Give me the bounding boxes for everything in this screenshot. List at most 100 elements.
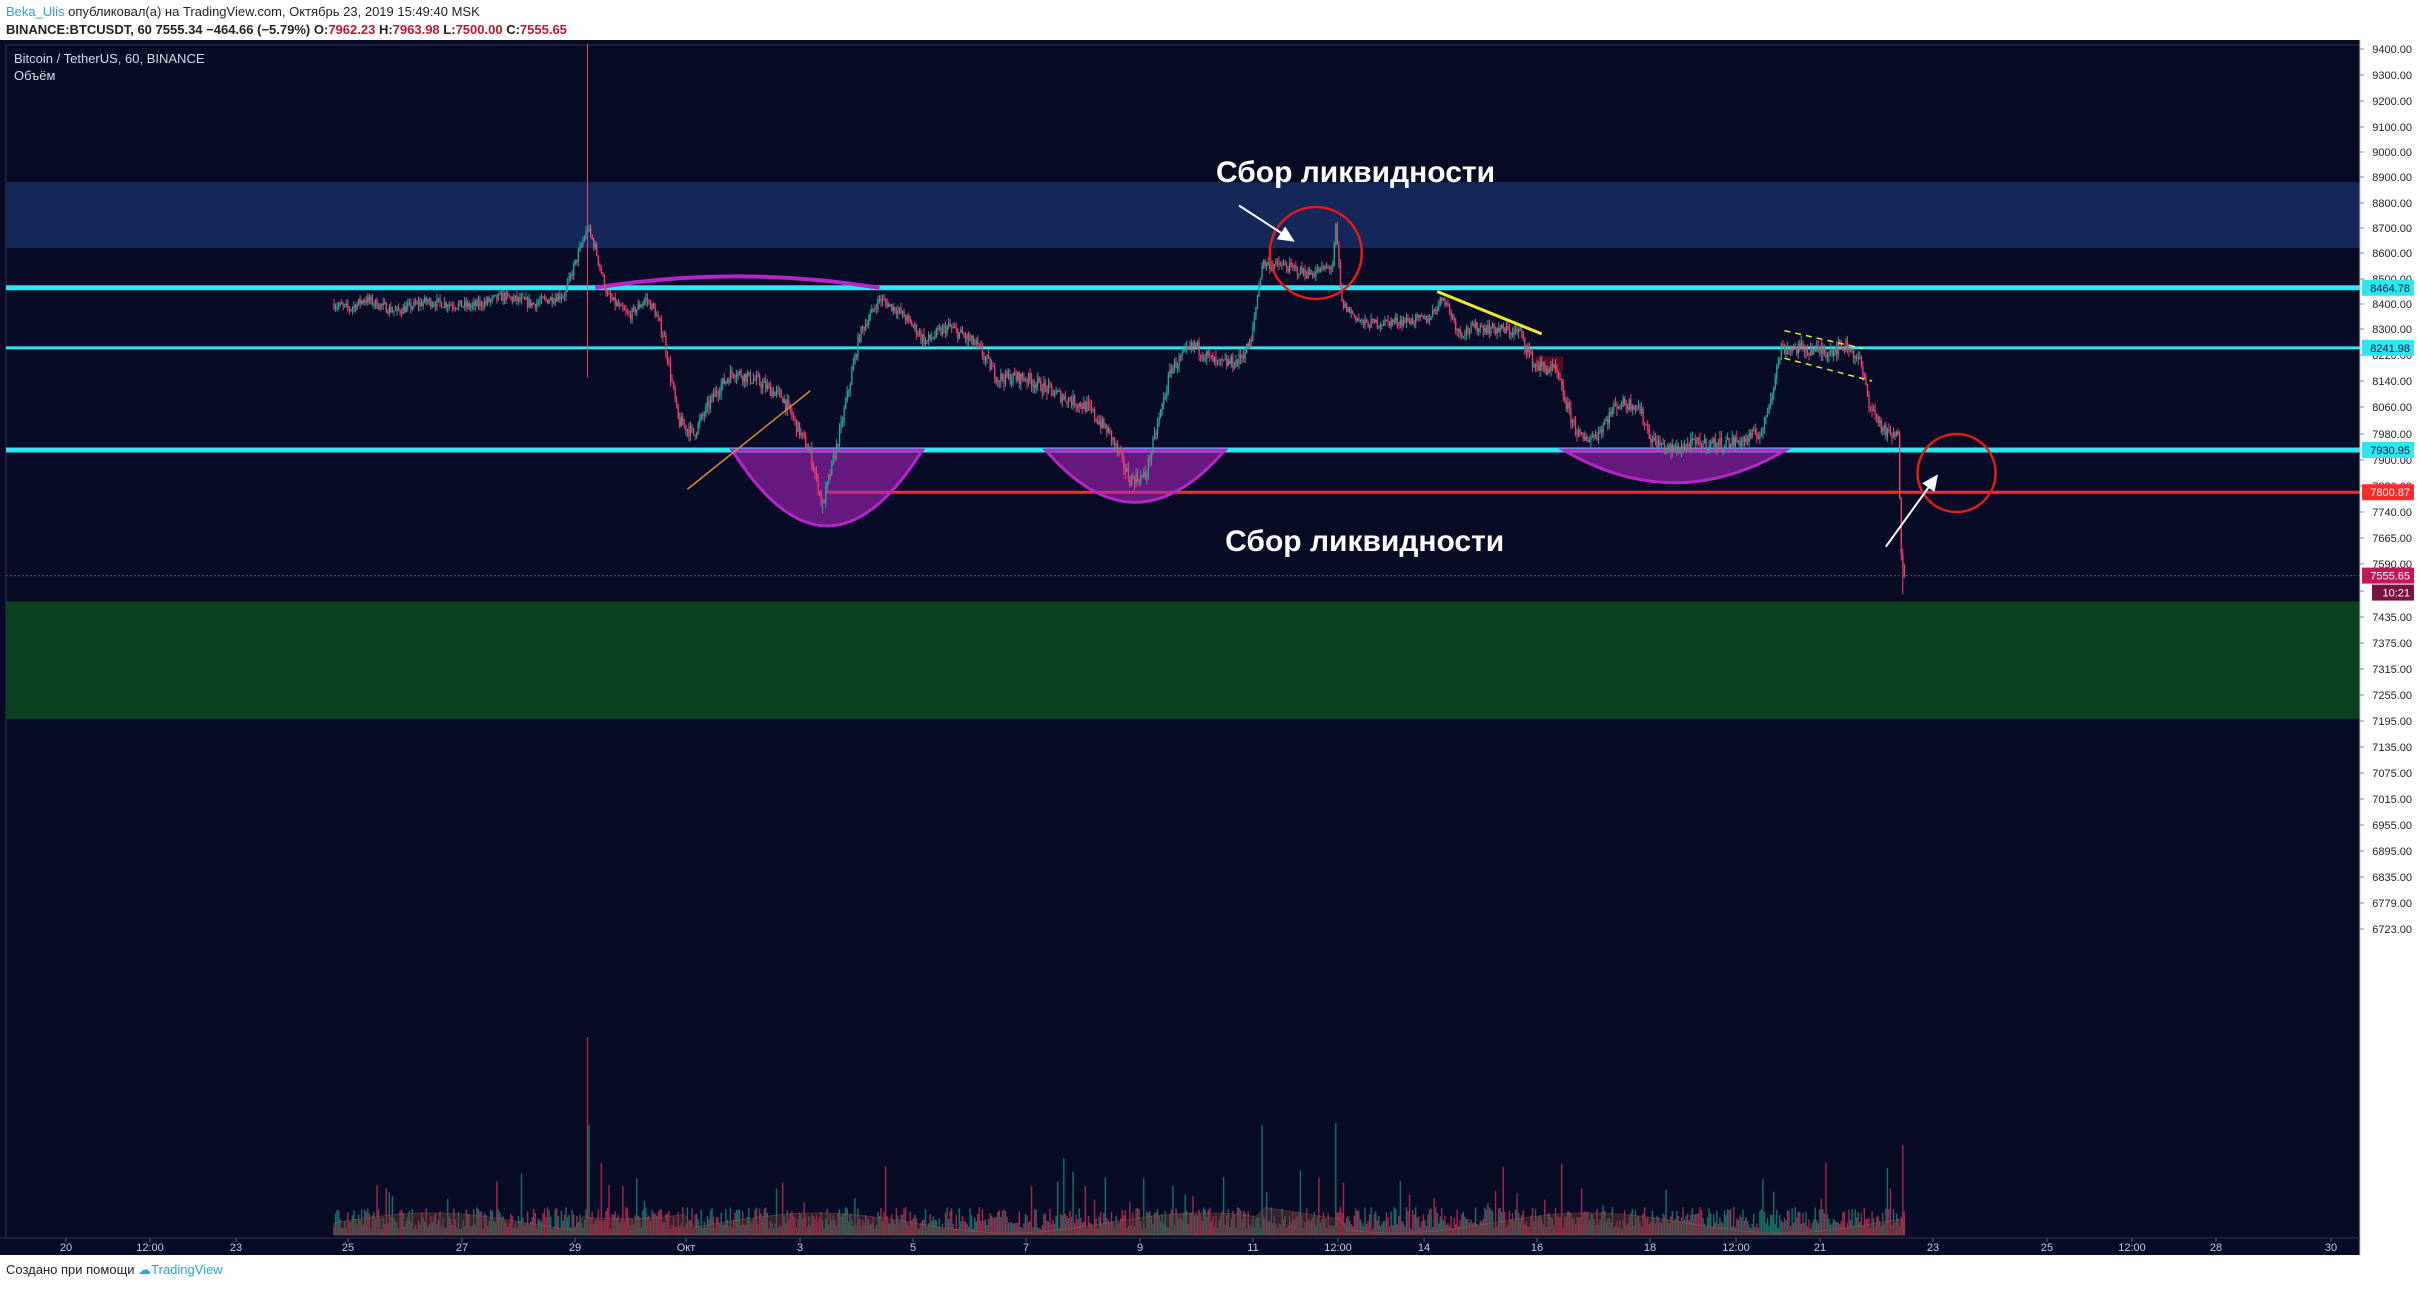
candle-body xyxy=(602,273,604,276)
volume-bar xyxy=(863,1222,865,1235)
volume-bar xyxy=(417,1219,420,1235)
volume-bar xyxy=(1299,1170,1302,1235)
candle-body xyxy=(427,301,429,303)
volume-bar xyxy=(336,1209,338,1235)
candle-body xyxy=(820,491,822,503)
candle-body xyxy=(1325,266,1328,268)
volume-bar xyxy=(1124,1210,1126,1235)
volume-bar xyxy=(566,1217,569,1235)
volume-bar xyxy=(1826,1214,1829,1235)
candle-body xyxy=(1499,328,1501,332)
candle-body xyxy=(1156,423,1159,435)
volume-bar xyxy=(855,1225,858,1235)
volume-bar xyxy=(720,1212,722,1235)
volume-bar xyxy=(751,1223,753,1235)
candle-body xyxy=(668,362,670,364)
volume-bar xyxy=(775,1188,778,1235)
volume-bar xyxy=(1519,1218,1521,1235)
candle-body xyxy=(1822,349,1824,355)
volume-bar xyxy=(1699,1207,1701,1235)
arc-bowl-2[interactable] xyxy=(1042,448,1229,504)
volume-bar xyxy=(1026,1215,1028,1235)
volume-bar xyxy=(1080,1217,1082,1235)
candle-body xyxy=(1650,438,1652,443)
volume-bar xyxy=(742,1211,744,1235)
volume-bar xyxy=(1711,1226,1713,1235)
volume-bar xyxy=(1379,1225,1382,1235)
volume-bar xyxy=(431,1222,434,1235)
candle-body xyxy=(846,391,848,402)
volume-bar xyxy=(682,1207,684,1235)
candle-body xyxy=(543,297,546,299)
volume-bar xyxy=(543,1208,546,1235)
volume-bar xyxy=(809,1225,812,1235)
volume-bar xyxy=(1210,1220,1213,1235)
volume-bar xyxy=(384,1223,386,1235)
volume-bar xyxy=(1067,1218,1070,1235)
circle-bottom[interactable] xyxy=(1916,432,1997,514)
channel-line-bottom[interactable] xyxy=(1784,357,1873,382)
volume-bar xyxy=(980,1221,982,1235)
tradingview-link[interactable]: TradingView xyxy=(151,1262,223,1277)
arc-dome[interactable] xyxy=(594,274,880,290)
volume-bar xyxy=(1404,1226,1406,1235)
volume-bar xyxy=(1835,1221,1838,1235)
candle-body xyxy=(1897,431,1899,435)
volume-bar xyxy=(471,1225,473,1235)
candle-body xyxy=(1533,365,1535,367)
volume-bar xyxy=(732,1219,735,1235)
candle-body xyxy=(831,460,833,475)
volume-bar xyxy=(1198,1209,1200,1235)
volume-bar xyxy=(1156,1209,1159,1235)
arrow-bottom[interactable] xyxy=(1885,474,1938,548)
volume-bar xyxy=(1058,1227,1060,1235)
circle-top[interactable] xyxy=(1268,205,1364,301)
candle-body xyxy=(1018,372,1020,385)
time-axis[interactable]: 20 12:00 23 25 27 29 Окт 3 5 7 9 11 12:00 14 16 18 12:00… xyxy=(0,1237,2360,1254)
volume-bar xyxy=(1462,1211,1465,1235)
trendline-orange[interactable] xyxy=(686,390,811,490)
candle-body xyxy=(717,393,719,396)
volume-bar xyxy=(1654,1224,1657,1235)
candle-body xyxy=(1673,444,1675,451)
volume-bar xyxy=(1421,1221,1423,1235)
candle-body xyxy=(505,292,507,301)
candle-body xyxy=(848,390,850,392)
time-tick-label: 28 xyxy=(2210,1242,2222,1254)
candle-body xyxy=(1152,438,1154,453)
trendline-yellow[interactable] xyxy=(1436,290,1543,336)
candle-body xyxy=(754,379,756,381)
candle-body xyxy=(1118,451,1120,453)
volume-bar xyxy=(606,1207,609,1235)
candle-body xyxy=(745,373,747,382)
channel-line-top[interactable] xyxy=(1784,329,1863,350)
candle-body xyxy=(1868,395,1870,407)
candle-body xyxy=(1617,406,1620,409)
volume-bar xyxy=(1570,1213,1572,1235)
candle-body xyxy=(720,384,722,394)
candle-body xyxy=(1670,444,1672,453)
price-chart[interactable]: Сбор ликвидности Сбор ликвидности Bitcoi… xyxy=(0,40,2420,1255)
candle-body xyxy=(1425,315,1428,323)
price-tag-label: 8464.78 xyxy=(2370,283,2410,295)
candle-body xyxy=(897,310,899,314)
volume-bar xyxy=(1327,1213,1329,1235)
candle-body xyxy=(619,304,621,307)
volume-bar xyxy=(788,1218,790,1235)
volume-bar xyxy=(772,1228,775,1235)
author-link[interactable]: Beka_Ulis xyxy=(6,4,65,19)
candle-body xyxy=(877,298,879,310)
volume-bar xyxy=(1063,1157,1065,1235)
volume-bar xyxy=(824,1219,827,1235)
candle-body xyxy=(636,309,638,314)
arc-bowl-3[interactable] xyxy=(1557,448,1792,485)
volume-bar xyxy=(1507,1224,1509,1235)
arrow-top[interactable] xyxy=(1238,204,1295,242)
candle-body xyxy=(755,375,758,381)
volume-bar xyxy=(642,1210,644,1235)
candle-body xyxy=(1023,378,1025,381)
volume-bar xyxy=(1076,1219,1079,1235)
volume-bar xyxy=(1849,1219,1852,1235)
volume-bar xyxy=(1616,1221,1618,1235)
volume-bar xyxy=(1845,1228,1847,1235)
